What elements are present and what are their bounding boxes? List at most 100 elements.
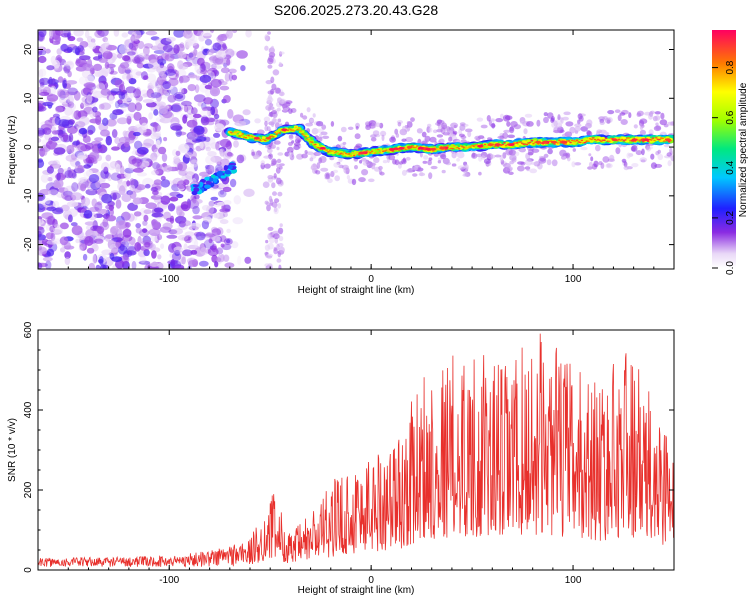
noise-blob — [114, 100, 120, 109]
noise-blob — [273, 140, 281, 145]
ridge-mark — [205, 180, 212, 185]
noise-blob — [47, 218, 53, 226]
noise-blob — [313, 151, 322, 156]
noise-blob — [233, 195, 242, 205]
noise-blob — [50, 233, 56, 241]
ridge-mark — [590, 138, 593, 141]
noise-blob — [72, 140, 80, 146]
noise-blob — [94, 238, 104, 244]
noise-blob — [87, 229, 92, 238]
noise-blob — [115, 163, 121, 173]
ridge-mark — [349, 155, 353, 157]
noise-blob — [62, 194, 73, 201]
snr-panel: -100 0 100 0 200 400 600 Height of straight li… — [7, 321, 675, 596]
noise-blob — [138, 52, 146, 58]
noise-blob — [206, 205, 215, 214]
noise-blob — [194, 247, 206, 257]
ridge-mark — [654, 137, 658, 139]
noise-blob — [159, 106, 168, 114]
noise-blob — [160, 179, 171, 188]
ridge-mark — [528, 141, 532, 144]
noise-blob — [595, 144, 601, 152]
ridge-mark — [603, 139, 606, 141]
noise-blob — [219, 158, 230, 167]
noise-blob — [525, 158, 533, 166]
noise-blob — [631, 163, 639, 168]
noise-blob — [129, 178, 135, 186]
noise-blob — [52, 200, 60, 208]
noise-blob — [151, 219, 158, 227]
noise-blob — [122, 130, 128, 137]
ridge-mark — [306, 138, 309, 141]
ridge-mark — [294, 126, 298, 129]
noise-blob — [78, 246, 83, 251]
noise-blob — [89, 206, 100, 212]
noise-blob — [480, 124, 488, 129]
noise-blob — [56, 88, 64, 98]
noise-blob — [129, 35, 139, 42]
ridge-mark — [336, 150, 340, 152]
noise-blob — [78, 177, 84, 183]
noise-blob — [427, 159, 432, 166]
colorbar-tick-label: 0.4 — [725, 160, 736, 174]
noise-blob — [412, 173, 418, 177]
noise-blob — [176, 180, 187, 190]
ridge-mark — [310, 141, 314, 143]
noise-blob — [108, 70, 118, 75]
noise-blob — [107, 239, 115, 250]
noise-blob — [173, 30, 185, 38]
noise-blob — [38, 69, 44, 79]
noise-blob — [169, 196, 179, 202]
noise-blob — [55, 178, 64, 189]
noise-blob — [208, 238, 213, 244]
noise-blob — [264, 200, 269, 205]
noise-blob — [214, 57, 227, 65]
noise-blob — [86, 247, 95, 254]
ridge-mark — [302, 134, 306, 137]
noise-blob — [268, 195, 273, 203]
noise-blob — [59, 94, 70, 105]
y-tick-label: 0 — [23, 144, 34, 150]
noise-blob — [210, 78, 222, 88]
noise-blob — [161, 153, 168, 162]
ridge-mark — [638, 140, 642, 142]
noise-blob — [133, 131, 141, 137]
noise-blob — [271, 83, 277, 91]
noise-blob — [267, 57, 274, 65]
noise-blob — [101, 249, 113, 256]
noise-blob — [214, 261, 219, 268]
noise-blob — [47, 189, 59, 197]
ridge-mark — [293, 130, 296, 132]
noise-blob — [607, 110, 615, 115]
noise-blob — [186, 131, 197, 140]
noise-blob — [304, 150, 308, 154]
noise-blob — [157, 254, 162, 260]
noise-blob — [167, 94, 177, 103]
noise-blob — [193, 48, 198, 56]
noise-blob — [99, 182, 111, 189]
noise-blob — [46, 206, 57, 212]
noise-blob — [49, 186, 59, 196]
noise-blob — [143, 214, 149, 222]
noise-blob — [316, 162, 321, 170]
noise-blob — [152, 190, 159, 196]
noise-blob — [639, 124, 644, 130]
noise-blob — [639, 129, 647, 136]
noise-blob — [275, 87, 281, 94]
noise-blob — [605, 163, 613, 169]
noise-blob — [478, 171, 482, 176]
noise-blob — [79, 55, 91, 61]
noise-blob — [56, 48, 62, 55]
noise-blob — [267, 226, 274, 231]
ridge-mark — [579, 141, 582, 144]
noise-blob — [272, 191, 277, 196]
noise-blob — [276, 177, 282, 185]
ridge-mark — [343, 151, 346, 154]
noise-blob — [215, 257, 222, 263]
colorbar-label: Normalized spectral amplitude — [738, 82, 749, 217]
noise-blob — [50, 85, 57, 95]
ridge-mark — [667, 140, 671, 143]
noise-blob — [422, 160, 428, 164]
ridge-mark — [465, 147, 469, 150]
noise-blob — [588, 153, 592, 157]
